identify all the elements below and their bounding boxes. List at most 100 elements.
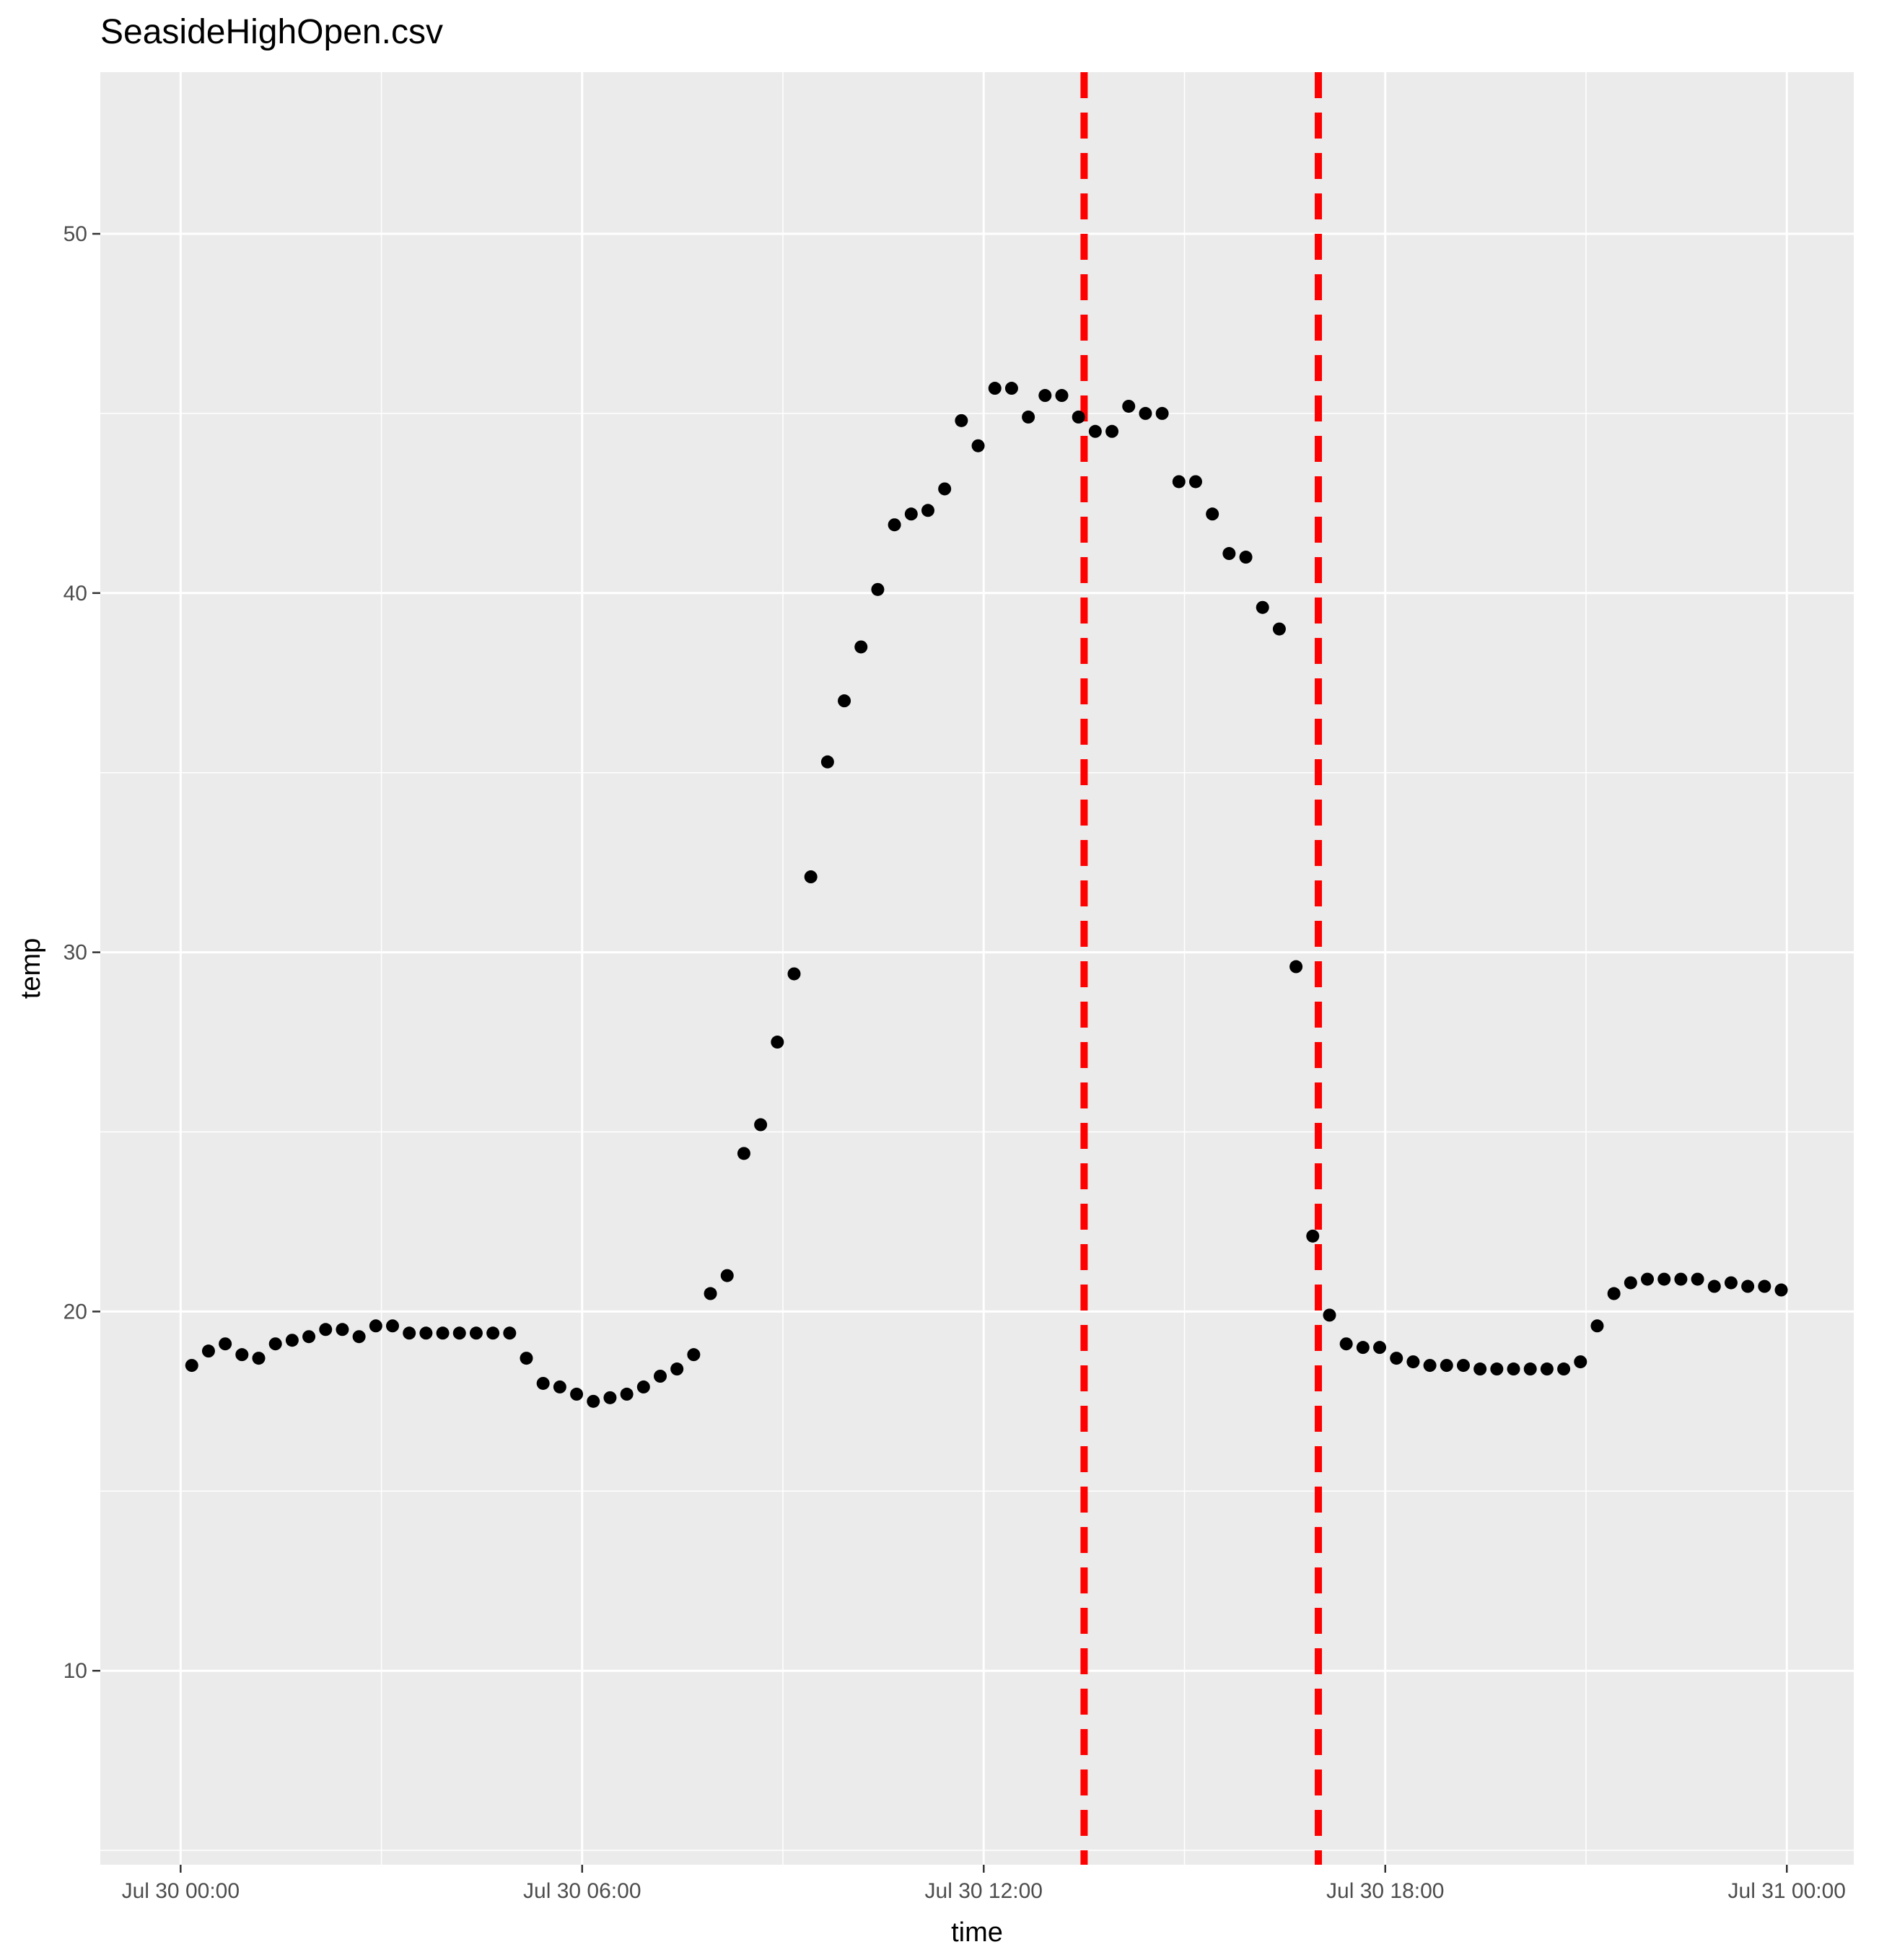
- data-point: [1607, 1287, 1621, 1300]
- data-point: [570, 1387, 584, 1401]
- data-point: [704, 1287, 717, 1300]
- data-point: [1222, 547, 1236, 561]
- data-point: [1072, 410, 1085, 424]
- data-point: [687, 1348, 701, 1362]
- data-point: [754, 1118, 768, 1132]
- x-tick-label: Jul 30 00:00: [122, 1879, 240, 1903]
- data-points: [185, 382, 1788, 1408]
- data-point: [804, 870, 818, 884]
- data-point: [921, 504, 934, 517]
- data-point: [268, 1337, 282, 1351]
- x-tick-label: Jul 30 18:00: [1326, 1879, 1444, 1903]
- data-point: [436, 1326, 450, 1340]
- plot-panel: [100, 72, 1854, 1865]
- data-point: [838, 694, 851, 708]
- data-point: [871, 582, 885, 596]
- data-point: [888, 518, 901, 532]
- data-point: [185, 1359, 198, 1373]
- data-point: [1574, 1355, 1587, 1369]
- data-point: [1139, 406, 1152, 420]
- data-point: [1256, 600, 1269, 614]
- data-point: [1440, 1359, 1453, 1373]
- data-point: [636, 1380, 650, 1394]
- data-point: [1423, 1359, 1437, 1373]
- data-point: [319, 1323, 333, 1336]
- data-point: [904, 507, 918, 521]
- data-point: [302, 1330, 316, 1344]
- data-point: [1774, 1283, 1788, 1297]
- data-point: [252, 1352, 266, 1365]
- data-point: [1306, 1229, 1320, 1243]
- y-axis: 10 20 30 40 50: [63, 222, 100, 1683]
- data-point: [486, 1326, 500, 1340]
- reference-lines: [1080, 72, 1323, 1865]
- data-point: [1657, 1272, 1671, 1286]
- data-point: [1490, 1362, 1504, 1376]
- data-point: [938, 482, 952, 496]
- data-point: [1122, 399, 1136, 413]
- data-point: [1406, 1355, 1420, 1369]
- data-point: [1456, 1359, 1470, 1373]
- data-point: [1758, 1279, 1771, 1293]
- data-point: [352, 1330, 366, 1344]
- data-point: [1206, 507, 1219, 521]
- data-point: [737, 1147, 750, 1160]
- data-point: [820, 755, 834, 769]
- data-point: [653, 1369, 667, 1383]
- data-point: [201, 1344, 215, 1358]
- data-point: [670, 1362, 684, 1376]
- data-point: [336, 1323, 349, 1336]
- data-point: [1323, 1308, 1336, 1322]
- data-point: [1356, 1341, 1370, 1355]
- major-gridlines: [100, 72, 1854, 1865]
- x-axis: Jul 30 00:00 Jul 30 06:00 Jul 30 12:00 Jul …: [122, 1865, 1846, 1903]
- data-point: [1155, 406, 1169, 420]
- data-point: [1523, 1362, 1537, 1376]
- data-point: [553, 1380, 566, 1394]
- data-point: [1741, 1279, 1755, 1293]
- data-point: [1691, 1272, 1704, 1286]
- y-tick-label: 50: [63, 222, 87, 246]
- data-point: [1272, 622, 1286, 636]
- data-point: [1105, 424, 1119, 438]
- data-point: [1239, 551, 1253, 564]
- data-point: [620, 1387, 634, 1401]
- data-point: [1055, 389, 1069, 403]
- data-point: [1590, 1319, 1604, 1333]
- x-tick-label: Jul 30 12:00: [925, 1879, 1043, 1903]
- data-point: [587, 1394, 600, 1408]
- data-point: [787, 967, 801, 981]
- data-point: [1557, 1362, 1571, 1376]
- data-point: [1022, 410, 1035, 424]
- y-tick-label: 20: [63, 1300, 87, 1324]
- data-point: [1507, 1362, 1520, 1376]
- data-point: [1339, 1337, 1353, 1351]
- y-tick-label: 40: [63, 582, 87, 605]
- data-point: [1473, 1362, 1487, 1376]
- data-point: [520, 1352, 533, 1365]
- minor-gridlines: [100, 72, 1854, 1865]
- y-axis-title: temp: [16, 938, 46, 999]
- data-point: [1390, 1352, 1403, 1365]
- data-point: [1724, 1276, 1738, 1290]
- data-point: [1624, 1276, 1637, 1290]
- data-point: [536, 1376, 550, 1390]
- data-point: [235, 1348, 249, 1362]
- data-point: [603, 1391, 617, 1404]
- data-point: [1373, 1341, 1387, 1355]
- data-point: [720, 1269, 734, 1282]
- data-point: [419, 1326, 433, 1340]
- data-point: [403, 1326, 416, 1340]
- data-point: [971, 439, 985, 452]
- y-tick-label: 30: [63, 941, 87, 965]
- data-point: [771, 1036, 784, 1049]
- data-point: [503, 1326, 517, 1340]
- x-tick-label: Jul 30 06:00: [523, 1879, 641, 1903]
- y-tick-label: 10: [63, 1659, 87, 1683]
- data-point: [452, 1326, 466, 1340]
- data-point: [386, 1319, 399, 1333]
- data-point: [1088, 424, 1102, 438]
- data-point: [1038, 389, 1052, 403]
- x-axis-title: time: [951, 1917, 1003, 1948]
